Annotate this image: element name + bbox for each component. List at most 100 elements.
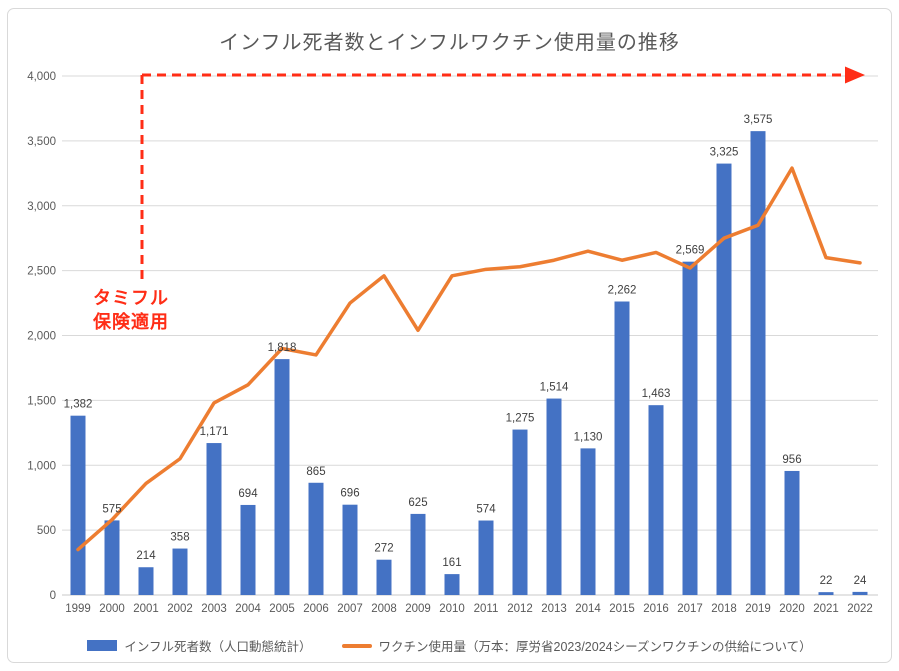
bar-value-label: 3,325 (710, 147, 739, 159)
x-tick-label: 2020 (779, 603, 805, 615)
bar-value-label: 2,262 (608, 285, 637, 297)
bar-2014 (580, 448, 596, 595)
x-tick-label: 2019 (745, 603, 771, 615)
x-tick-label: 2010 (439, 603, 465, 615)
bar-2017 (682, 261, 698, 595)
x-tick-label: 2012 (507, 603, 533, 615)
bar-value-label: 1,514 (540, 382, 569, 394)
bar-2021 (818, 592, 834, 595)
bar-2003 (206, 443, 222, 595)
x-tick-label: 1999 (65, 603, 91, 615)
bar-value-label: 1,171 (200, 426, 229, 438)
bar-value-label: 696 (340, 488, 359, 500)
bar-2007 (342, 504, 358, 595)
legend: インフル死者数（人口動態統計） ワクチン使用量（万本：厚労省2023/2024シ… (0, 636, 899, 655)
x-tick-label: 2003 (201, 603, 227, 615)
vaccine-series-swatch (341, 643, 372, 648)
y-tick-label: 3,000 (27, 201, 56, 213)
gridlines (62, 75, 878, 596)
y-tick-label: 1,500 (27, 395, 56, 407)
legend-item-deaths: インフル死者数（人口動態統計） (87, 636, 312, 655)
bar-2012 (512, 429, 528, 595)
bar-2015 (614, 301, 630, 595)
x-tick-label: 2016 (643, 603, 669, 615)
deaths-legend-label: インフル死者数（人口動態統計） (124, 640, 312, 654)
x-tick-label: 2015 (609, 603, 635, 615)
bar-value-label: 3,575 (744, 114, 773, 126)
vaccine-line (76, 166, 862, 552)
x-tick-label: 2018 (711, 603, 737, 615)
chart-title: インフル死者数とインフルワクチン使用量の推移 (219, 32, 680, 54)
x-tick-label: 2007 (337, 603, 363, 615)
bar-value-label: 358 (170, 532, 189, 544)
bar-value-label: 214 (136, 550, 156, 562)
annotation-label: タミフル 保険適用 (68, 286, 194, 334)
x-tick-label: 2002 (167, 603, 193, 615)
bar-2000 (104, 520, 120, 595)
bar-value-label: 2,569 (676, 245, 705, 257)
y-tick-label: 0 (50, 590, 56, 602)
bar-value-label: 24 (854, 575, 867, 587)
bar-2001 (138, 567, 154, 595)
vaccine-line-series (76, 166, 862, 552)
x-tick-label: 2008 (371, 603, 397, 615)
x-tick-label: 2017 (677, 603, 703, 615)
vaccine-legend-label: ワクチン使用量（万本：厚労省2023/2024シーズンワクチンの供給について） (378, 640, 812, 654)
y-tick-label: 4,000 (27, 71, 56, 83)
x-tick-label: 2022 (847, 603, 873, 615)
annotation-arrow (140, 66, 865, 280)
legend-item-vaccine: ワクチン使用量（万本：厚労省2023/2024シーズンワクチンの供給について） (341, 636, 812, 655)
x-tick-label: 2011 (474, 603, 499, 615)
deaths-bars (70, 131, 868, 596)
annotation-line1: タミフル (93, 288, 169, 308)
deaths-series-swatch (87, 640, 118, 651)
bar-value-label: 1,275 (506, 413, 535, 425)
bar-2002 (172, 548, 188, 595)
bar-2022 (852, 591, 868, 595)
bar-2020 (784, 470, 800, 595)
bar-value-label: 1,463 (642, 388, 671, 400)
bar-2016 (648, 405, 664, 595)
bar-value-label: 1,382 (64, 399, 93, 411)
x-tick-label: 2013 (541, 603, 567, 615)
bar-value-labels: 1,382 575 214 358 1,171 694 1,818 865 696 272 625 1… (64, 114, 867, 587)
y-tick-label: 2,000 (27, 331, 56, 343)
bar-value-label: 575 (102, 503, 121, 515)
x-tick-label: 2006 (303, 603, 329, 615)
bar-value-label: 1,818 (268, 342, 297, 354)
bar-2004 (240, 504, 256, 595)
bar-value-label: 1,130 (574, 431, 603, 443)
x-tick-label: 2004 (235, 603, 261, 615)
bar-value-label: 865 (306, 466, 325, 478)
y-tick-label: 2,500 (27, 266, 56, 278)
bar-2019 (750, 131, 766, 596)
x-tick-label: 2009 (405, 603, 431, 615)
bar-value-label: 694 (238, 488, 258, 500)
bar-2010 (444, 574, 460, 595)
bar-2009 (410, 513, 426, 595)
bar-value-label: 574 (476, 504, 496, 516)
bar-value-label: 161 (442, 557, 461, 569)
x-tick-label: 2000 (99, 603, 125, 615)
y-tick-label: 3,500 (27, 136, 56, 148)
bar-2013 (546, 398, 562, 595)
y-tick-label: 1,000 (27, 460, 56, 472)
annotation-arrowhead-icon (845, 66, 865, 84)
x-axis-labels: 1999 2000 2001 2002 2003 2004 2005 2006 2007 2008… (65, 603, 873, 615)
x-tick-label: 2021 (813, 603, 839, 615)
bar-value-label: 625 (408, 497, 427, 509)
bar-value-label: 272 (374, 543, 393, 555)
bar-value-label: 22 (820, 575, 833, 587)
bar-2008 (376, 559, 392, 595)
bar-value-label: 956 (782, 454, 801, 466)
bar-2011 (478, 520, 494, 595)
bar-2005 (274, 359, 290, 595)
bar-1999 (70, 415, 86, 595)
x-tick-label: 2001 (133, 603, 159, 615)
y-tick-label: 500 (37, 525, 56, 537)
bar-2006 (308, 482, 324, 595)
x-tick-label: 2005 (269, 603, 295, 615)
annotation-line2: 保険適用 (93, 312, 169, 332)
y-axis-labels: 0 500 1,000 1,500 2,000 2,500 3,000 3,500 4,000 (27, 71, 56, 602)
